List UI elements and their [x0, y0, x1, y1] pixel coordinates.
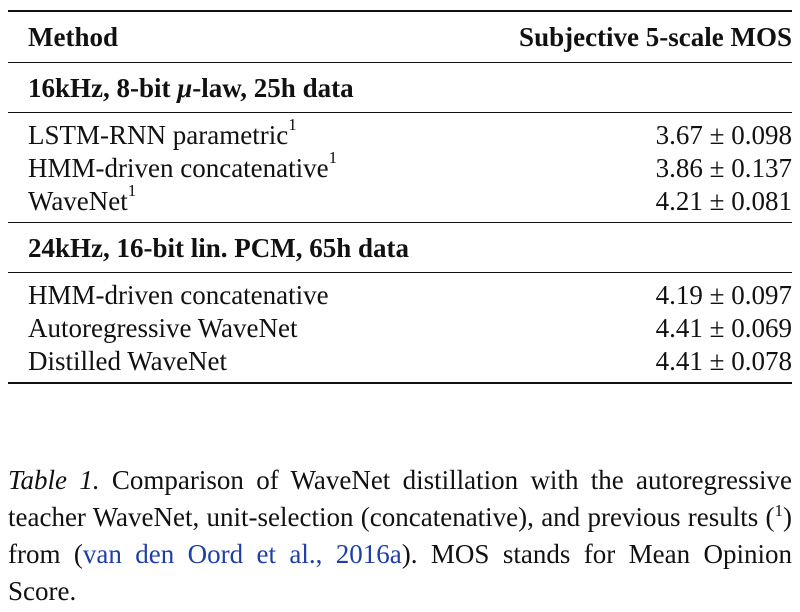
- row-method: HMM-driven concatenative1: [28, 149, 337, 185]
- section-title: 24kHz, 16-bit lin. PCM, 65h data: [8, 223, 792, 272]
- section-1-title-part: 16kHz, 8-bit: [28, 73, 178, 103]
- table-row: LSTM-RNN parametric1 3.67 ± 0.098: [8, 116, 792, 152]
- citation-link[interactable]: van den Oord et al., 2016a: [82, 539, 402, 569]
- row-method: Autoregressive WaveNet: [28, 313, 298, 343]
- row-score: 3.67 ± 0.098: [655, 120, 792, 150]
- caption-text: Comparison of WaveNet distillation with …: [8, 465, 792, 532]
- footnote-marker: 1: [288, 115, 297, 134]
- section-rule: [8, 222, 792, 223]
- bottom-rule: [8, 382, 792, 384]
- header-rule: [8, 62, 792, 63]
- section-title: 16kHz, 8-bit μ-law, 25h data: [8, 63, 792, 112]
- caption-text: ) from (: [8, 502, 792, 569]
- row-score: 4.41 ± 0.069: [655, 313, 792, 343]
- table-row: Autoregressive WaveNet 4.41 ± 0.069: [8, 312, 792, 345]
- table-header-row: Method Subjective 5-scale MOS: [8, 12, 792, 62]
- row-method: LSTM-RNN parametric1: [28, 116, 297, 152]
- results-table: Method Subjective 5-scale MOS 16kHz, 8-b…: [8, 0, 792, 384]
- table-row: HMM-driven concatenative 4.19 ± 0.097: [8, 279, 792, 312]
- section-1-title: 16kHz, 8-bit μ-law, 25h data: [28, 63, 354, 113]
- table-row: Distilled WaveNet 4.41 ± 0.078: [8, 345, 792, 378]
- header-score: Subjective 5-scale MOS: [519, 22, 792, 52]
- table-caption: Table 1. Comparison of WaveNet distillat…: [8, 462, 792, 610]
- header-method: Method: [28, 22, 118, 52]
- footnote-marker: 1: [328, 148, 338, 167]
- method-text: HMM-driven concatenative: [28, 153, 329, 183]
- row-method: HMM-driven concatenative: [28, 280, 329, 310]
- section-1-title-part: -law, 25h data: [192, 73, 354, 103]
- section-rule: [8, 272, 792, 273]
- row-method: Distilled WaveNet: [28, 346, 228, 376]
- top-rule: [8, 10, 792, 12]
- caption-footnote-marker: 1: [774, 501, 784, 520]
- section-rule: [8, 112, 792, 113]
- caption-label: Table 1.: [8, 465, 100, 495]
- caption-text: ). MOS stands for Mean Opinion Score.: [8, 539, 792, 606]
- method-text: LSTM-RNN parametric: [28, 120, 289, 150]
- section-2-title: 24kHz, 16-bit lin. PCM, 65h data: [28, 233, 410, 263]
- table-row: HMM-driven concatenative1 3.86 ± 0.137: [8, 149, 792, 185]
- row-score: 4.21 ± 0.081: [655, 186, 792, 216]
- table-row: WaveNet1 4.21 ± 0.081: [8, 182, 792, 218]
- row-score: 3.86 ± 0.137: [655, 153, 792, 183]
- row-score: 4.41 ± 0.078: [655, 346, 792, 376]
- footnote-marker: 1: [127, 181, 137, 200]
- method-text: WaveNet: [28, 186, 128, 216]
- section-1-rows: LSTM-RNN parametric1 3.67 ± 0.098 HMM-dr…: [8, 113, 792, 222]
- mu-symbol: μ: [177, 73, 193, 103]
- row-score: 4.19 ± 0.097: [655, 280, 792, 310]
- row-method: WaveNet1: [28, 182, 136, 218]
- section-2-rows: HMM-driven concatenative 4.19 ± 0.097 Au…: [8, 273, 792, 382]
